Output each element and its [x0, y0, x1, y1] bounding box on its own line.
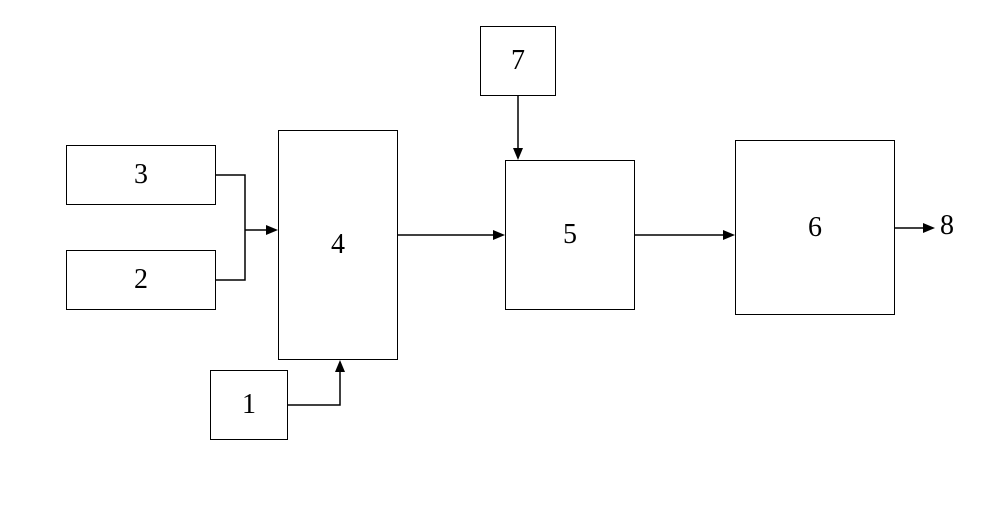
node-label-n3: 3	[134, 159, 148, 191]
free-label-text-out8: 8	[940, 210, 954, 242]
free-label-out8: 8	[940, 210, 954, 242]
node-n3: 3	[66, 145, 216, 205]
arrowhead-e1-4	[335, 360, 345, 372]
arrowhead-e7-5	[513, 148, 523, 160]
arrowhead-emerge-4	[266, 225, 278, 235]
node-n2: 2	[66, 250, 216, 310]
node-label-n6: 6	[808, 212, 822, 244]
node-n1: 1	[210, 370, 288, 440]
node-label-n2: 2	[134, 264, 148, 296]
node-n6: 6	[735, 140, 895, 315]
node-label-n7: 7	[511, 45, 525, 77]
arrowhead-e4-5	[493, 230, 505, 240]
diagram-canvas: 1 2 3 4 5 6 7 8	[0, 0, 1000, 531]
node-label-n5: 5	[563, 219, 577, 251]
node-n5: 5	[505, 160, 635, 310]
edge-e1-4	[288, 372, 340, 405]
edge-e3-merge	[216, 175, 245, 230]
node-label-n4: 4	[331, 229, 345, 261]
node-n7: 7	[480, 26, 556, 96]
node-label-n1: 1	[242, 389, 256, 421]
edge-e2-merge	[216, 230, 245, 280]
node-n4: 4	[278, 130, 398, 360]
arrowhead-e6-8	[923, 223, 935, 233]
arrowhead-e5-6	[723, 230, 735, 240]
